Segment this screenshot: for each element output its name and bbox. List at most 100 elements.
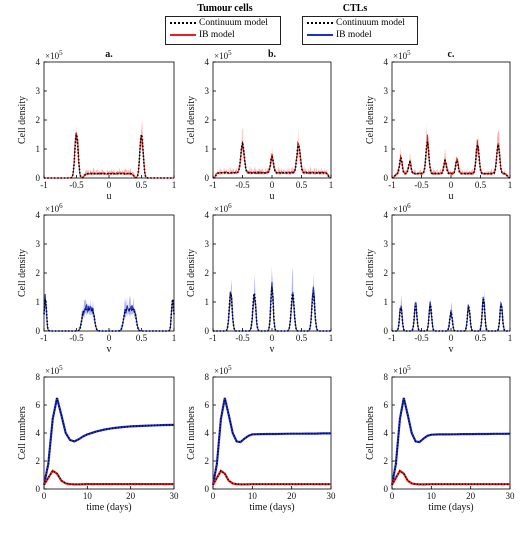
y-axis-label: Cell density (17, 96, 28, 144)
ib-model-line (213, 281, 331, 332)
ctl-continuum-line (43, 397, 175, 485)
y-tick-label: 1 (384, 297, 389, 307)
y-tick-label: 4 (384, 210, 389, 220)
y-axis-label: Cell numbers (17, 406, 28, 460)
y-tick-label: 1 (36, 144, 41, 154)
y-tick-label: 0 (205, 484, 210, 494)
x-tick-label: -1 (388, 333, 396, 343)
axis-exponent: ×105 (45, 49, 63, 61)
y-tick-label: 2 (36, 456, 41, 466)
y-tick-label: 4 (205, 428, 210, 438)
y-tick-label: 3 (205, 239, 210, 249)
x-tick-label: 0 (211, 491, 216, 501)
axes-frame (43, 61, 175, 179)
ctl-continuum-line (212, 397, 331, 485)
subplot: -1 -0.5 0 0.5 1 0 1 2 3 4 ×105 u Cell density c. (365, 49, 512, 202)
axis-exponent: ×106 (214, 202, 232, 214)
y-tick-label: 2 (384, 268, 389, 278)
x-tick-label: 0 (107, 333, 112, 343)
legend-label: Continuum model (199, 18, 268, 28)
y-tick-label: 0 (384, 326, 389, 336)
axis-exponent: ×105 (214, 364, 232, 376)
subplot: -1 -0.5 0 0.5 1 0 1 2 3 4 ×105 u Cell density a. (17, 49, 176, 202)
ib-variability-band (392, 124, 510, 178)
legend-item-continuum: Continuum model (166, 17, 280, 29)
ib-model-line (392, 296, 510, 332)
x-tick-label: -0.5 (235, 333, 250, 343)
ib-model-line (44, 132, 174, 179)
x-tick-label: 1 (508, 180, 513, 190)
continuum-model-line (212, 141, 332, 179)
y-axis-label: Cell density (186, 96, 197, 144)
ib-model-line (212, 140, 332, 179)
y-tick-label: 0 (36, 326, 41, 336)
tumour-continuum-line (391, 469, 510, 486)
y-tick-label: 3 (384, 239, 389, 249)
subplot: -1 -0.5 0 0.5 1 0 1 2 3 4 ×106 v Cell density (17, 202, 176, 355)
x-axis-label: time (days) (86, 502, 131, 513)
continuum-model-line (391, 141, 511, 179)
x-tick-label: 1 (508, 333, 513, 343)
ctl-ib-line (42, 397, 175, 486)
x-tick-label: -1 (209, 333, 217, 343)
y-tick-label: 0 (36, 173, 41, 183)
axis-exponent: ×105 (45, 364, 63, 376)
x-tick-label: -1 (388, 180, 396, 190)
y-tick-label: 2 (205, 268, 210, 278)
x-tick-label: 1 (329, 180, 334, 190)
x-axis-label: v (270, 344, 275, 355)
legend-ctl: Continuum model IB model (302, 16, 418, 45)
y-tick-label: 0 (36, 484, 41, 494)
y-tick-label: 4 (384, 428, 389, 438)
y-tick-label: 1 (36, 297, 41, 307)
x-axis-label: u (107, 191, 112, 202)
y-tick-label: 4 (36, 210, 41, 220)
axes-frame (43, 376, 175, 490)
subplot: -1 -0.5 0 0.5 1 0 1 2 3 4 ×106 v Cell density (365, 202, 512, 355)
y-tick-label: 8 (205, 372, 210, 382)
x-tick-label: 0.5 (136, 333, 148, 343)
subplot: 0 10 20 30 0 2 4 6 8 ×105 time (days) Cell numbers (17, 364, 179, 513)
y-tick-label: 4 (205, 57, 210, 67)
x-tick-label: -0.5 (414, 180, 429, 190)
y-tick-label: 6 (384, 400, 389, 410)
y-tick-label: 0 (384, 484, 389, 494)
subplot: 0 10 20 30 0 2 4 6 8 ×105 time (days) Cell numbers (365, 364, 515, 513)
x-tick-label: 10 (248, 491, 258, 501)
y-axis-label: Cell density (186, 249, 197, 297)
red-line-swatch (170, 34, 196, 36)
y-axis-label: Cell density (365, 249, 376, 297)
y-tick-label: 4 (205, 210, 210, 220)
legend-tumour: Continuum model IB model (165, 16, 281, 45)
legend-title-ctl: CTLs (342, 3, 368, 14)
panel-label: a. (105, 49, 113, 60)
x-tick-label: 0 (42, 491, 47, 501)
tumour-continuum-line (212, 469, 331, 486)
ctl-ib-line (211, 397, 331, 486)
y-tick-label: 3 (36, 86, 41, 96)
ib-variability-band (213, 128, 331, 178)
y-tick-label: 2 (36, 115, 41, 125)
x-tick-label: 0 (449, 180, 454, 190)
x-tick-label: 1 (329, 333, 334, 343)
ib-variability-band (213, 265, 331, 331)
dotted-line-swatch (307, 22, 333, 24)
y-tick-label: 3 (36, 239, 41, 249)
y-axis-label: Cell density (17, 249, 28, 297)
subplot: -1 -0.5 0 0.5 1 0 1 2 3 4 ×105 u Cell density b. (186, 49, 333, 202)
x-tick-label: -0.5 (235, 180, 250, 190)
y-tick-label: 4 (36, 428, 41, 438)
y-tick-label: 1 (384, 144, 389, 154)
x-axis-label: v (107, 344, 112, 355)
y-tick-label: 8 (384, 372, 389, 382)
x-tick-label: 1 (172, 180, 177, 190)
x-tick-label: -0.5 (69, 180, 84, 190)
y-axis-label: Cell numbers (365, 406, 376, 460)
x-tick-label: 0 (270, 180, 275, 190)
y-tick-label: 4 (36, 57, 41, 67)
legend-item-continuum: Continuum model (303, 17, 417, 29)
y-axis-label: Cell numbers (186, 406, 197, 460)
y-tick-label: 6 (205, 400, 210, 410)
x-tick-label: 10 (427, 491, 437, 501)
y-tick-label: 0 (205, 173, 210, 183)
